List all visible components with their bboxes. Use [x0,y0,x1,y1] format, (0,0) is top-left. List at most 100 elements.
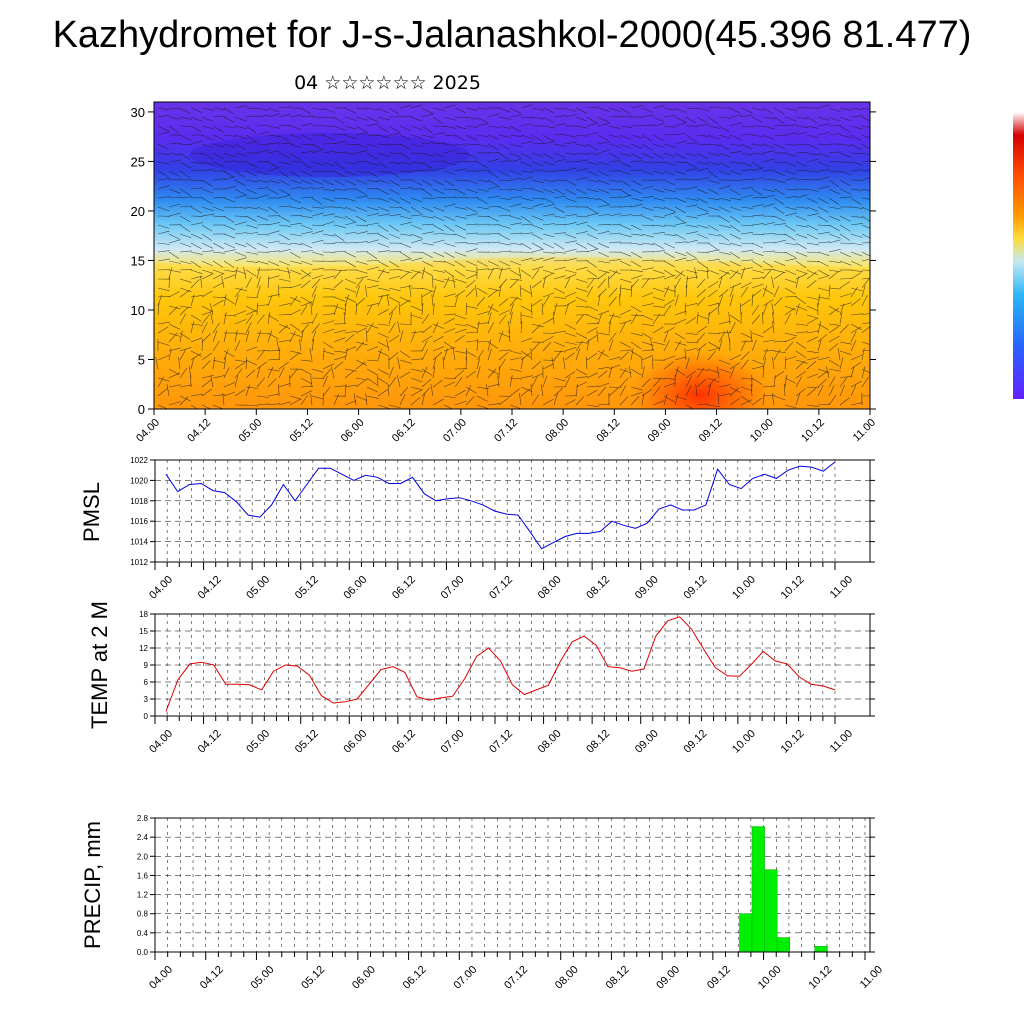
wind-barb [179,287,192,293]
wind-barb [311,395,324,400]
wind-barb [267,222,280,226]
wind-barb [674,393,679,406]
wind-barb [795,341,807,349]
wind-barb [685,116,697,124]
wind-barb [234,359,247,363]
wind-barb [597,312,603,325]
wind-barb [245,386,258,389]
wind-barb [399,271,410,280]
wind-barb [234,257,247,262]
wind-barb [222,393,225,406]
wind-barb [553,242,565,250]
x-tick-label: 08.12 [594,417,622,445]
wind-barb [168,107,181,110]
wind-barb [311,197,323,205]
wind-barb [421,366,428,379]
wind-barb [223,206,237,208]
wind-barb [837,348,841,361]
wind-barb [509,215,522,220]
wind-barb [861,312,870,316]
wind-barb [729,270,739,280]
wind-barb [201,233,213,241]
wind-barb [498,352,509,361]
wind-barb [762,365,764,379]
wind-barb [861,278,870,280]
wind-barb [432,160,445,163]
wind-barb [223,143,236,148]
wind-barb [355,206,368,212]
wind-barb [179,313,187,325]
wind-barb [751,197,765,199]
wind-barb [674,257,687,262]
wind-barb [300,260,313,266]
wind-barb [289,323,301,332]
wind-barb [311,251,324,256]
wind-barb [695,384,698,397]
wind-barb [771,276,775,289]
wind-barb [509,312,513,325]
wind-barb [256,403,269,406]
wind-barb [806,143,819,149]
wind-barb [311,230,324,235]
wind-barb [355,278,364,289]
wind-barb [397,357,401,370]
wind-barb [289,269,302,275]
wind-barb [245,215,257,222]
wind-barb [619,206,633,208]
wind-barb [322,350,335,355]
wind-barb [465,356,467,370]
wind-barb [168,332,178,343]
wind-barb [201,213,214,217]
wind-barb [751,214,764,217]
wind-barb [597,251,610,258]
wind-barb [289,143,302,149]
cross-section-panel: 04.00 04.12 05.00 05.12 06.00 06.12 07.00 07.12… [131,101,878,445]
wind-barb [476,287,488,295]
wind-barb [300,134,313,141]
wind-barb [223,125,236,129]
wind-barb [210,303,214,316]
wind-barb [718,116,731,119]
wind-barb [784,296,798,298]
wind-barb [355,150,368,154]
wind-barb [553,133,567,136]
wind-barb [234,194,247,199]
wind-barb [487,143,499,151]
wind-barb [839,302,852,307]
wind-barb [586,233,599,240]
wind-barb [157,258,170,262]
wind-barb [190,393,203,397]
wind-barb [377,377,389,385]
wind-barb [806,296,819,300]
wind-barb [443,215,456,221]
wind-barb [762,299,774,307]
wind-barb [663,212,676,217]
wind-barb [641,170,654,175]
wind-barb [223,233,236,239]
wind-barb [157,302,160,316]
wind-barb [630,214,644,217]
wind-barb [333,361,344,370]
wind-barb [410,305,423,311]
wind-barb [861,116,870,122]
wind-barb [707,134,720,140]
wind-barb [575,242,587,249]
wind-barb [597,134,609,142]
wind-barb [399,170,412,173]
wind-barb [201,290,213,298]
wind-barb [399,323,413,325]
wind-barb [508,330,511,343]
wind-barb [487,170,499,178]
wind-barb [828,323,841,326]
wind-barb [817,403,831,406]
wind-barb [410,314,423,319]
wind-barb [784,116,797,122]
wind-barb [377,368,389,375]
wind-barb [641,143,653,151]
wind-barb [157,388,168,397]
wind-barb [729,215,741,223]
wind-barb [201,314,210,325]
wind-barb [322,375,328,388]
wind-barb [751,242,764,249]
wind-barb [344,107,356,114]
